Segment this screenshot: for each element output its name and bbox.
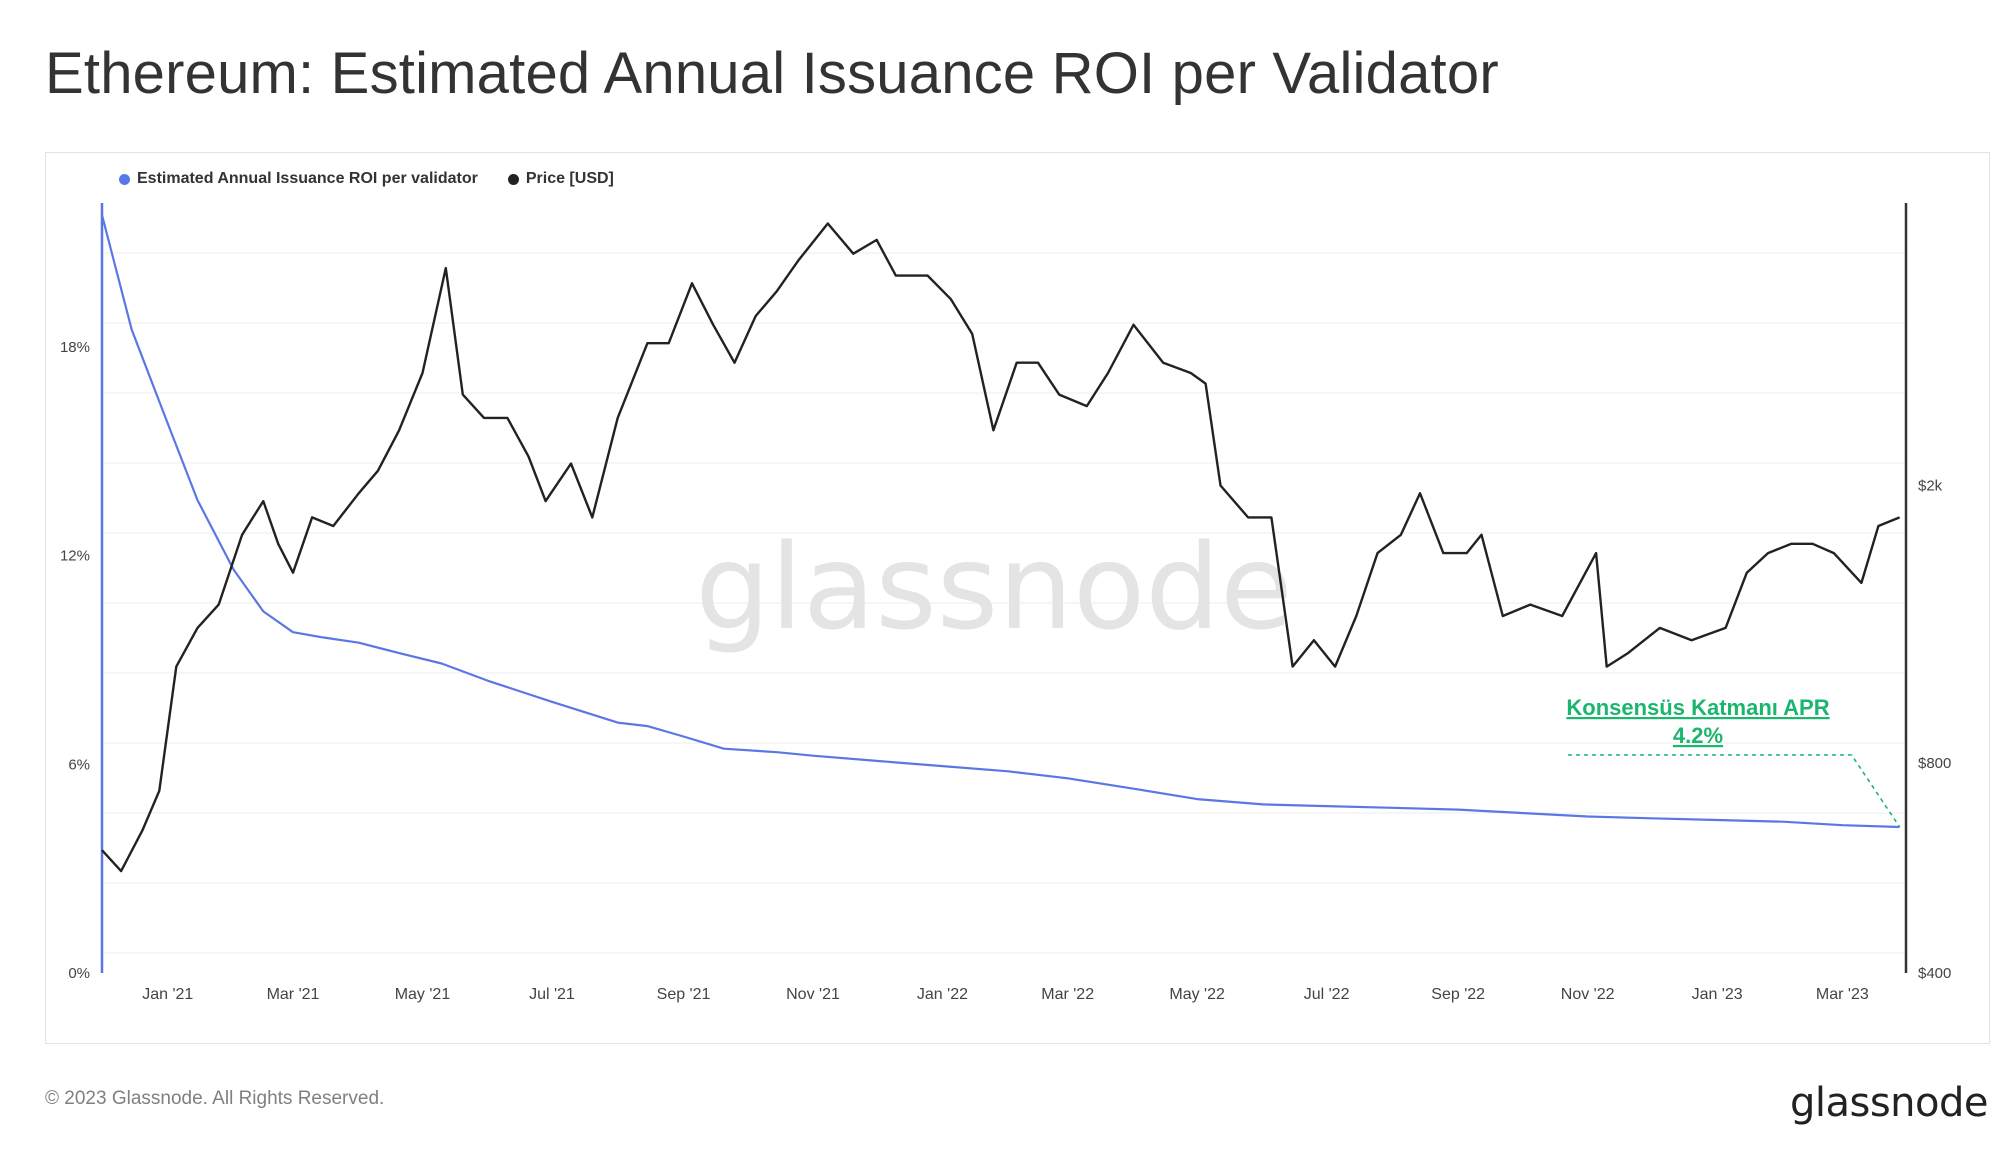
x-tick-label: May '21 (395, 986, 451, 1003)
y-right-tick-label: $800 (1918, 755, 1951, 772)
footer-copyright: © 2023 Glassnode. All Rights Reserved. (45, 1088, 385, 1109)
y-right-tick-label: $2k (1918, 478, 1943, 495)
legend-item-roi[interactable]: Estimated Annual Issuance ROI per valida… (119, 170, 478, 188)
x-tick-label: Nov '22 (1561, 986, 1615, 1003)
series-line-price (101, 222, 1901, 873)
y-right-tick-label: $400 (1918, 965, 1951, 982)
legend-label-price: Price [USD] (525, 170, 614, 187)
chart-panel: Estimated Annual Issuance ROI per valida… (45, 152, 1990, 1044)
y-left-tick-label: 18% (60, 339, 90, 356)
x-tick-label: Jul '21 (529, 986, 575, 1003)
x-tick-label: Jan '21 (142, 986, 193, 1003)
x-tick-label: Jul '22 (1304, 986, 1350, 1003)
annotation-value: 4.2% (1673, 723, 1723, 748)
x-tick-label: Jan '22 (917, 986, 968, 1003)
legend: Estimated Annual Issuance ROI per valida… (119, 170, 614, 188)
legend-item-price[interactable]: Price [USD] (507, 170, 614, 188)
series-line-roi (100, 214, 1900, 829)
y-left-tick-label: 12% (60, 548, 90, 565)
annotation-label: Konsensüs Katmanı APR (1566, 695, 1829, 720)
footer-logo: glassnode (1789, 1080, 1989, 1126)
legend-dot-roi (119, 173, 130, 185)
legend-label-roi: Estimated Annual Issuance ROI per valida… (137, 170, 478, 187)
y-left-tick-label: 6% (68, 756, 90, 773)
x-tick-label: Nov '21 (786, 986, 840, 1003)
x-tick-label: Mar '21 (267, 986, 320, 1003)
x-tick-label: Mar '23 (1816, 986, 1869, 1003)
annotation-leader-line (1568, 754, 1901, 828)
x-tick-label: May '22 (1169, 986, 1225, 1003)
x-tick-label: Jan '23 (1692, 986, 1743, 1003)
watermark-text: glassnode (695, 518, 1292, 656)
x-tick-label: Mar '22 (1041, 986, 1094, 1003)
y-left-tick-label: 0% (68, 965, 90, 982)
page-title: Ethereum: Estimated Annual Issuance ROI … (45, 41, 1499, 106)
chart-svg: glassnode 0% 6% 12% 18% $400 $800 $2k Jan '21 Mar… (60, 203, 1951, 1003)
x-tick-label: Sep '22 (1431, 986, 1485, 1003)
x-tick-label: Sep '21 (657, 986, 711, 1003)
legend-dot-price (507, 173, 519, 185)
